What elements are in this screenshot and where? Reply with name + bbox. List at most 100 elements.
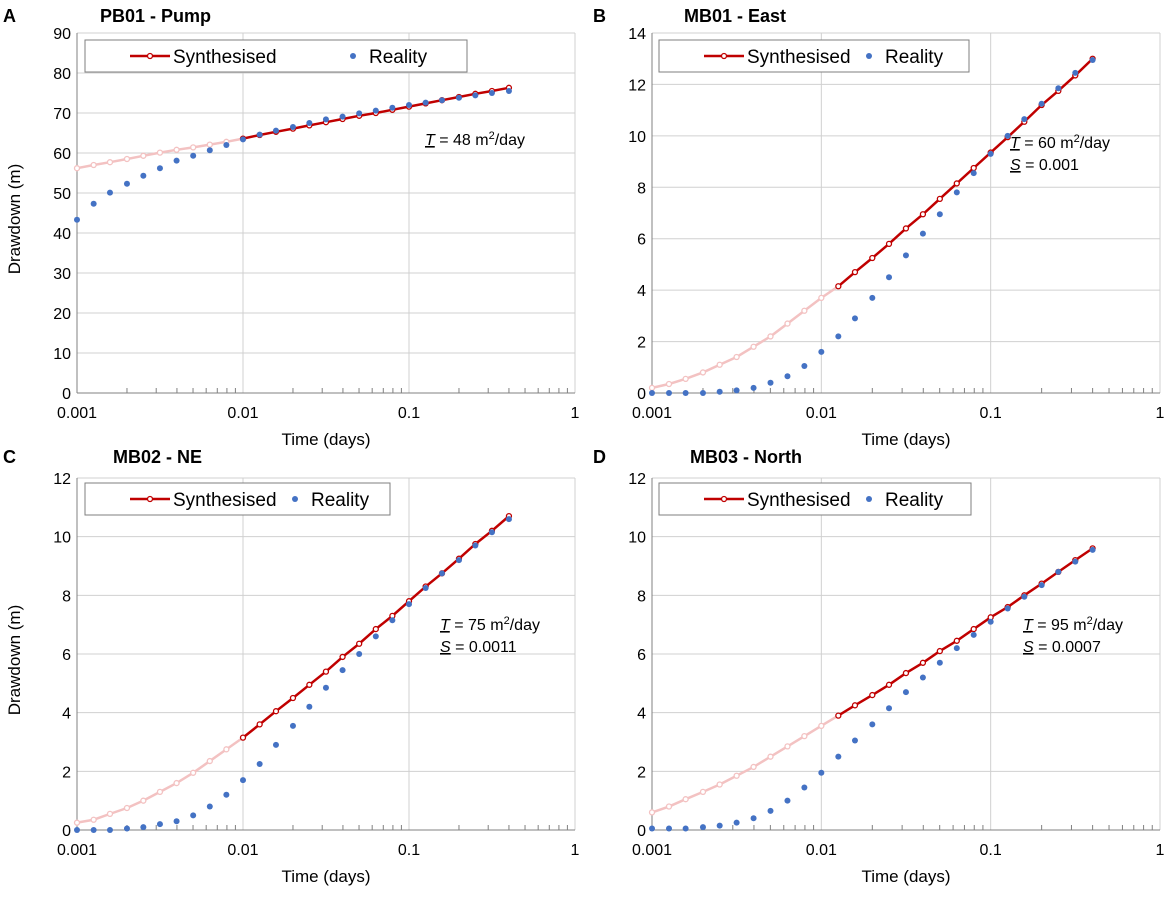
reality-point (356, 110, 363, 117)
reality-point (372, 633, 379, 640)
annotation-transmissivity: T = 48 m2/day (425, 130, 525, 149)
synthesised-point (665, 803, 673, 810)
reality-point (289, 722, 296, 729)
reality-point (173, 818, 180, 825)
panel-label: B (593, 6, 606, 26)
chart-panel-d: 0 2 4 6 8 10 12 0.001 0.01 0.1 1 Time (days) D MB03 -… (593, 447, 1165, 886)
synthesised-point (767, 333, 774, 340)
synthesised-point (784, 320, 791, 327)
reality-point (665, 390, 672, 396)
y-tick-label: 8 (637, 588, 646, 605)
reality-point (835, 333, 842, 340)
synthesised-point (716, 781, 723, 788)
synthesised-point (256, 721, 263, 728)
legend: Synthesised Reality (658, 482, 972, 516)
reality-point (851, 737, 858, 744)
reality-point (472, 92, 479, 99)
x-tick-label: 0.1 (980, 405, 1002, 422)
legend-synth-marker (146, 495, 154, 503)
reality-point (936, 659, 943, 666)
reality-point (1072, 558, 1079, 565)
y-tick-label: 30 (53, 266, 71, 283)
reality-point (1021, 593, 1028, 600)
annotation-t-value: = 48 m (435, 132, 489, 149)
reality-point (488, 90, 495, 96)
reality-point (801, 363, 808, 369)
chart-panel-a: 0 10 20 30 40 50 60 70 80 90 0.001 0.01 0.1 1 Time (da… (3, 6, 580, 449)
reality-point (438, 570, 445, 577)
y-tick-label: 0 (62, 823, 71, 840)
annotation-transmissivity: T = 95 m2/day (1023, 615, 1123, 634)
annotation-s-symbol: S (440, 639, 451, 656)
annotation-t-value: = 75 m (450, 617, 504, 634)
reality-point (74, 216, 80, 223)
synthesised-point (123, 804, 131, 812)
reality-point (767, 807, 774, 814)
reality-point (699, 390, 706, 396)
annotation-t-unit: /day (1080, 135, 1110, 152)
y-tick-label: 4 (637, 706, 646, 723)
reality-point (1089, 546, 1096, 553)
synthesised-point (716, 361, 723, 368)
reality-point (74, 827, 80, 833)
y-axis-label: Drawdown (m) (5, 164, 24, 275)
y-tick-label: 10 (53, 346, 71, 363)
annotation-storativity: S = 0.0007 (1023, 639, 1101, 656)
legend-synth-label: Synthesised (747, 47, 851, 68)
synthesised-line-early (76, 736, 244, 824)
synthesised-point (733, 353, 740, 361)
reality-point (801, 784, 808, 791)
legend-synth-label: Synthesised (173, 490, 277, 511)
chart-panel-c: 0 2 4 6 8 10 12 0.001 0.01 0.1 1 Time (days) Drawdow… (3, 447, 580, 886)
synthesised-point (970, 164, 977, 172)
annotation-t-symbol: T (1010, 135, 1021, 152)
reality-point (953, 645, 960, 652)
y-tick-label: 20 (53, 306, 71, 323)
reality-point (206, 803, 213, 810)
reality-point (339, 113, 346, 120)
annotation-t-unit: /day (1093, 617, 1123, 634)
reality-point (140, 172, 147, 179)
reality-point (1038, 582, 1045, 589)
reality-point (767, 379, 774, 386)
annotation-s-symbol: S (1023, 639, 1034, 656)
reality-point (438, 97, 445, 104)
x-axis-label: Time (days) (281, 430, 370, 449)
synthesised-point (665, 380, 673, 388)
synthesised-point (801, 307, 808, 314)
chart-title: MB02 - NE (113, 447, 202, 467)
reality-point (90, 200, 97, 207)
synthesised-point (953, 637, 960, 644)
reality-point (699, 824, 706, 831)
reality-point (716, 822, 723, 829)
reality-point (851, 315, 858, 322)
annotation-storativity: S = 0.001 (1010, 157, 1079, 174)
legend-reality-label: Reality (885, 490, 944, 511)
reality-point (1038, 100, 1045, 107)
reality-point (987, 150, 994, 157)
synthesised-point (106, 810, 114, 818)
reality-point (835, 753, 842, 760)
synthesised-point (123, 155, 131, 163)
reality-point (902, 689, 909, 696)
reality-point (206, 147, 213, 154)
synthesised-point (869, 691, 876, 699)
reality-point (919, 230, 926, 237)
synthesised-point (648, 809, 656, 816)
reality-point (1055, 568, 1062, 575)
legend: Synthesised Reality (658, 39, 970, 73)
x-tick-label: 1 (1156, 842, 1165, 859)
synthesised-point (767, 753, 774, 760)
reality-point (649, 825, 655, 832)
reality-point (173, 157, 180, 164)
synthesised-point (970, 625, 977, 633)
reality-point (140, 824, 147, 831)
reality-point (406, 102, 412, 108)
annotation-s-symbol: S (1010, 157, 1021, 174)
x-tick-label: 0.01 (806, 842, 837, 859)
reality-point (1089, 57, 1096, 63)
synthesised-point (902, 669, 910, 677)
reality-point (306, 120, 313, 126)
x-tick-label: 0.001 (57, 842, 97, 859)
x-tick-label: 1 (1156, 405, 1165, 422)
